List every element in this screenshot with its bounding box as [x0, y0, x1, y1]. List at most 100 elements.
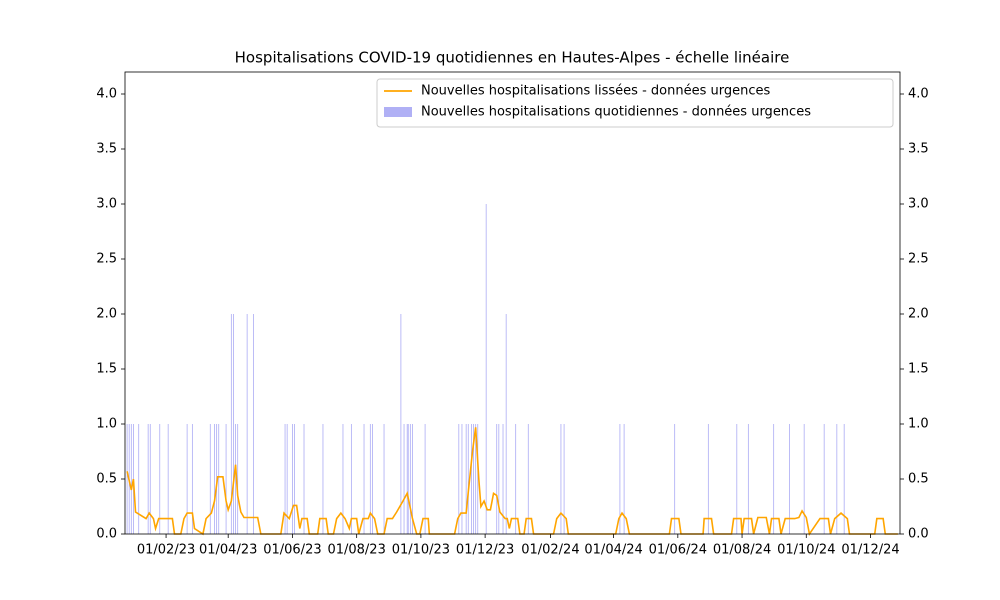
bar: [209, 424, 211, 534]
bar: [789, 424, 790, 534]
bar: [560, 424, 562, 534]
bar: [147, 424, 149, 534]
bar: [485, 204, 487, 534]
x-tick-label: 01/02/23: [137, 543, 195, 558]
bar: [233, 314, 234, 534]
x-tick-label: 01/06/24: [649, 543, 707, 558]
x-tick-label: 01/04/23: [199, 543, 257, 558]
bar: [253, 314, 254, 534]
bar: [294, 424, 295, 534]
bar: [322, 424, 324, 534]
x-tick-label: 01/08/24: [713, 543, 771, 558]
bar: [471, 424, 472, 534]
x-tick-label: 01/10/23: [392, 543, 450, 558]
bar: [369, 424, 371, 534]
bar: [214, 424, 215, 534]
bar: [803, 424, 805, 534]
bar: [823, 424, 825, 534]
x-tick-label: 01/02/24: [521, 543, 579, 558]
bar: [138, 424, 140, 534]
y2-tick-label: 2.0: [908, 307, 929, 322]
bar: [424, 424, 426, 534]
bar: [292, 424, 293, 534]
bar: [303, 424, 305, 534]
y-tick-label: 1.0: [96, 417, 117, 432]
bar: [237, 424, 239, 534]
y2-tick-label: 2.5: [908, 252, 929, 267]
bar: [563, 424, 565, 534]
y2-tick-label: 0.5: [908, 472, 929, 487]
bar: [284, 424, 286, 534]
bar: [747, 424, 749, 534]
bar: [342, 424, 344, 534]
bar: [736, 424, 738, 534]
bar: [406, 424, 408, 534]
bar: [461, 424, 463, 534]
bar: [383, 424, 385, 534]
x-tick-label: 01/12/23: [456, 543, 514, 558]
bar: [286, 424, 288, 534]
x-tick-label: 01/10/24: [777, 543, 835, 558]
bar: [230, 314, 232, 534]
legend-label: Nouvelles hospitalisations quotidiennes …: [421, 105, 811, 120]
y2-tick-label: 4.0: [908, 87, 929, 102]
bar: [218, 424, 220, 534]
y2-tick-label: 1.5: [908, 362, 929, 377]
bar: [235, 424, 236, 534]
legend-box: [376, 78, 894, 128]
y-tick-label: 3.0: [96, 197, 117, 212]
y-tick-label: 0.0: [96, 527, 117, 542]
y2-tick-label: 0.0: [908, 527, 929, 542]
y-tick-label: 4.0: [96, 87, 117, 102]
chart-title: Hospitalisations COVID-19 quotidiennes e…: [235, 49, 790, 67]
bar: [496, 424, 498, 534]
bar: [467, 424, 469, 534]
bar: [350, 424, 352, 534]
bar: [527, 424, 529, 534]
bar: [149, 424, 151, 534]
legend-label: Nouvelles hospitalisations lissées - don…: [421, 84, 770, 99]
bar: [403, 424, 405, 534]
bar: [372, 424, 373, 534]
y2-tick-label: 1.0: [908, 417, 929, 432]
y-tick-label: 2.5: [96, 252, 117, 267]
bar-series: [126, 204, 845, 534]
y2-tick-label: 3.5: [908, 142, 929, 157]
bar: [400, 314, 402, 534]
bar: [225, 424, 227, 534]
bar: [412, 424, 413, 534]
plot-frame: [124, 71, 901, 535]
bar: [836, 424, 838, 534]
x-tick-label: 01/04/24: [584, 543, 642, 558]
x-tick-label: 01/12/24: [841, 543, 899, 558]
bar: [707, 424, 709, 534]
y-tick-label: 3.5: [96, 142, 117, 157]
y-tick-label: 1.5: [96, 362, 117, 377]
bar: [363, 424, 365, 534]
y-tick-label: 0.5: [96, 472, 117, 487]
bar: [515, 424, 517, 534]
bar: [505, 314, 507, 534]
bar: [465, 424, 467, 534]
bar: [475, 424, 477, 534]
bar: [619, 424, 621, 534]
bar: [246, 314, 248, 534]
bar: [409, 424, 411, 534]
bar: [477, 424, 479, 534]
y2-tick-label: 3.0: [908, 197, 929, 212]
bar: [458, 424, 460, 534]
bar: [191, 424, 193, 534]
legend-swatch: [384, 107, 412, 117]
bar: [159, 424, 161, 534]
bar: [773, 424, 775, 534]
bar: [623, 424, 625, 534]
x-tick-label: 01/08/23: [327, 543, 385, 558]
bar: [843, 424, 845, 534]
bar: [126, 424, 128, 534]
bar: [502, 424, 504, 534]
bar: [130, 424, 132, 534]
bar: [407, 424, 409, 534]
bar: [498, 424, 500, 534]
smoothed-line: [126, 427, 898, 537]
